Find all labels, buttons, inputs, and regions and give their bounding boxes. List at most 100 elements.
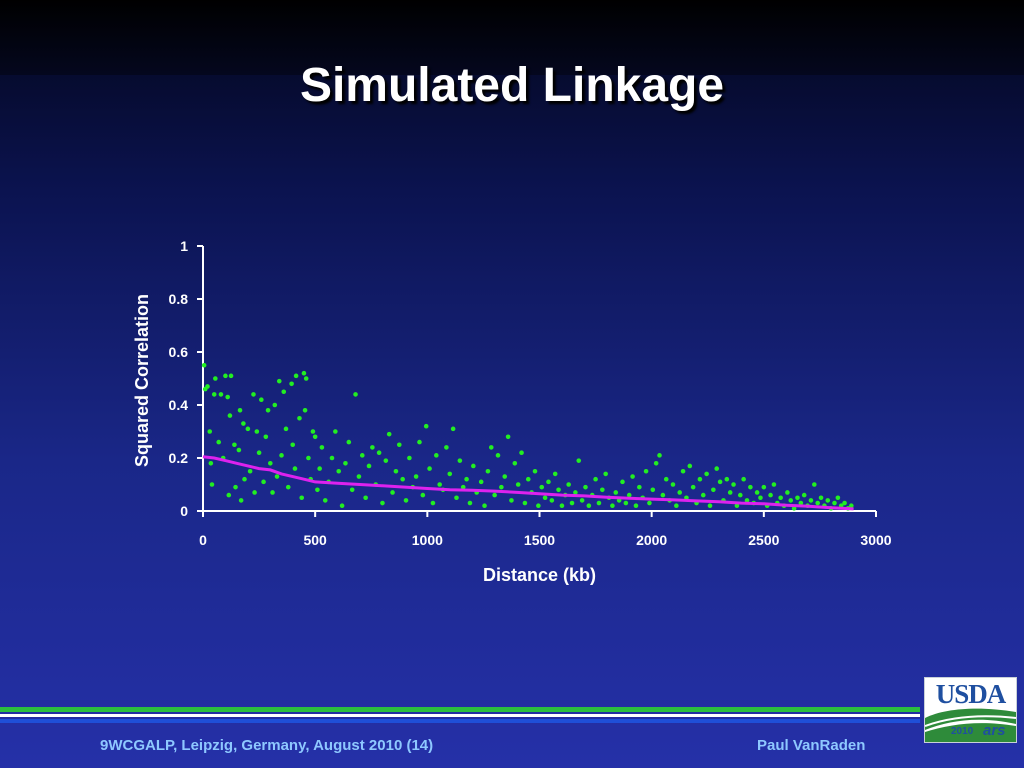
data-point (717, 479, 723, 485)
data-point (454, 495, 459, 501)
data-point (207, 429, 213, 434)
data-point (603, 471, 608, 477)
logo-ars: ars (983, 722, 1006, 739)
data-point (434, 453, 439, 458)
data-point (478, 479, 484, 485)
data-point (758, 495, 763, 501)
data-point (430, 500, 436, 506)
data-point (390, 490, 395, 495)
data-point (386, 431, 392, 437)
data-point (674, 503, 679, 509)
data-point (312, 434, 318, 440)
data-point (744, 498, 750, 503)
data-point (329, 455, 335, 461)
data-point (620, 479, 625, 485)
data-point (205, 384, 210, 389)
data-point (213, 376, 218, 381)
data-point (825, 498, 831, 503)
data-point (502, 474, 508, 479)
data-point (542, 495, 548, 501)
data-point (600, 487, 605, 493)
y-tick-label: 0.6 (169, 344, 189, 360)
footer-author: Paul VanRaden (757, 737, 866, 754)
data-point (569, 500, 575, 506)
data-point (400, 476, 405, 482)
chart-axes (197, 245, 877, 517)
data-point (583, 484, 588, 490)
data-point (376, 450, 382, 456)
data-point (228, 373, 234, 379)
y-axis-title: Squared Correlation (132, 294, 152, 467)
data-point (650, 487, 656, 493)
data-point (317, 466, 322, 471)
data-point (245, 426, 251, 432)
logo-usda-text: USDA (935, 679, 1007, 709)
x-axis-title: Distance (kb) (483, 565, 596, 585)
data-point (488, 445, 494, 450)
data-point (778, 495, 783, 501)
data-point (226, 492, 232, 498)
data-point (346, 439, 352, 445)
data-point (274, 474, 280, 479)
x-tick-label: 2000 (636, 532, 667, 548)
data-point (737, 492, 743, 498)
footer-rule-blue (0, 719, 920, 723)
footer-rule-white (0, 714, 920, 717)
data-point (242, 476, 247, 482)
data-point (660, 492, 666, 498)
data-point (576, 458, 582, 463)
data-point (818, 495, 824, 501)
data-point (343, 461, 348, 466)
data-point (748, 484, 753, 490)
data-point (315, 487, 320, 493)
slide-title: Simulated Linkage (299, 59, 725, 112)
y-tick-label: 0.8 (169, 291, 189, 307)
data-point (420, 492, 426, 498)
data-point (201, 362, 207, 368)
data-point (768, 492, 773, 498)
data-point (630, 474, 635, 479)
data-point (566, 482, 571, 487)
data-point (292, 466, 298, 471)
data-point (552, 471, 558, 477)
data-point (233, 484, 238, 490)
data-point (285, 484, 291, 490)
data-point (265, 408, 271, 413)
data-point (254, 429, 260, 434)
data-point (333, 429, 338, 434)
data-point (241, 421, 246, 426)
data-point (427, 466, 432, 471)
data-point (363, 495, 368, 501)
data-point (216, 439, 222, 445)
data-point (227, 413, 233, 418)
data-point (276, 378, 282, 384)
data-point (700, 492, 706, 498)
data-point (356, 474, 362, 479)
data-point (303, 376, 309, 381)
data-point (761, 484, 767, 490)
data-point (727, 490, 733, 495)
data-point (791, 506, 797, 511)
data-point (593, 476, 598, 482)
data-point (643, 468, 649, 474)
data-point (444, 445, 449, 450)
data-point (407, 455, 412, 461)
data-point (301, 370, 307, 376)
data-point (835, 495, 841, 501)
data-point (812, 482, 817, 487)
data-point (252, 490, 257, 495)
data-point (536, 503, 541, 509)
data-point (383, 458, 389, 463)
y-tick-label: 0.4 (169, 397, 189, 413)
data-point (238, 498, 244, 503)
data-point (457, 458, 463, 463)
data-point (623, 500, 629, 506)
data-point (319, 445, 325, 450)
data-point (268, 461, 273, 466)
data-point (310, 429, 316, 434)
data-point (263, 434, 269, 440)
data-point (437, 482, 442, 487)
data-point (251, 392, 256, 397)
data-point (670, 482, 676, 487)
data-point (380, 500, 385, 506)
